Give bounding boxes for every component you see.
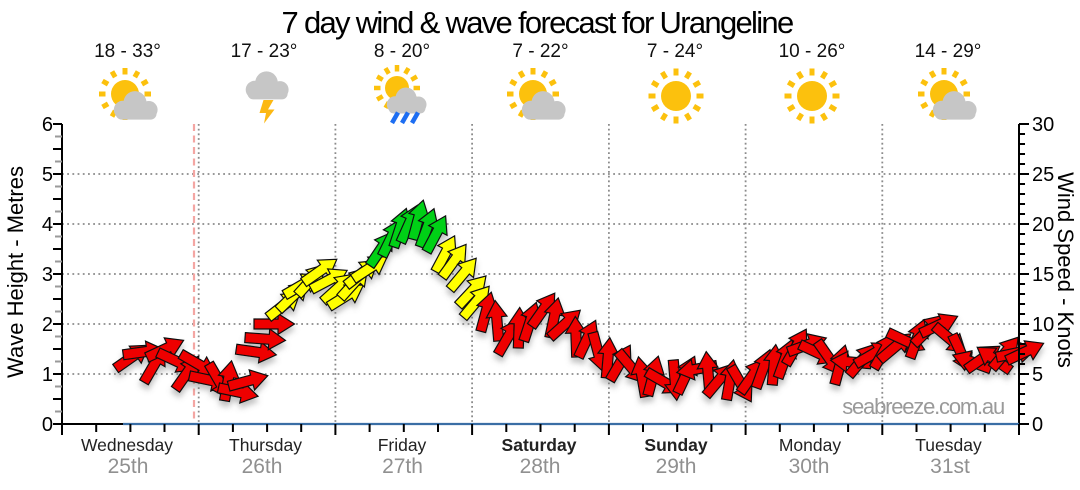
svg-text:Wave Height - Metres: Wave Height - Metres	[3, 166, 28, 378]
svg-text:17 - 23°: 17 - 23°	[231, 41, 298, 62]
svg-text:Sunday: Sunday	[644, 435, 707, 455]
svg-text:26th: 26th	[242, 455, 283, 478]
svg-text:10 - 26°: 10 - 26°	[779, 41, 846, 62]
svg-text:7 - 22°: 7 - 22°	[512, 41, 568, 62]
svg-text:14 - 29°: 14 - 29°	[915, 41, 982, 62]
svg-text:31st: 31st	[930, 455, 970, 478]
svg-text:30th: 30th	[789, 455, 830, 478]
svg-text:Wind Speed - Knots: Wind Speed - Knots	[1053, 172, 1078, 368]
svg-text:4: 4	[42, 214, 53, 236]
svg-text:seabreeze.com.au: seabreeze.com.au	[842, 394, 1004, 419]
svg-text:6: 6	[42, 114, 53, 136]
svg-text:25: 25	[1032, 164, 1054, 186]
svg-text:3: 3	[42, 264, 53, 286]
svg-text:0: 0	[1032, 414, 1043, 436]
svg-text:5: 5	[42, 164, 53, 186]
svg-text:29th: 29th	[656, 455, 697, 478]
svg-text:2: 2	[42, 314, 53, 336]
svg-text:0: 0	[42, 414, 53, 436]
svg-text:30: 30	[1032, 114, 1054, 136]
svg-text:7 day wind & wave forecast for: 7 day wind & wave forecast for Urangelin…	[282, 5, 793, 40]
svg-text:20: 20	[1032, 214, 1054, 236]
svg-text:18 - 33°: 18 - 33°	[94, 41, 161, 62]
svg-text:10: 10	[1032, 314, 1054, 336]
svg-text:25th: 25th	[108, 455, 149, 478]
svg-text:Saturday: Saturday	[502, 435, 577, 455]
svg-text:27th: 27th	[382, 455, 423, 478]
svg-text:Thursday: Thursday	[229, 435, 302, 455]
svg-text:28th: 28th	[520, 455, 561, 478]
svg-text:Monday: Monday	[779, 435, 842, 455]
svg-text:15: 15	[1032, 264, 1054, 286]
svg-text:5: 5	[1032, 364, 1043, 386]
svg-text:Wednesday: Wednesday	[81, 435, 173, 455]
svg-text:Tuesday: Tuesday	[915, 435, 982, 455]
svg-text:Friday: Friday	[378, 435, 427, 455]
svg-text:8 - 20°: 8 - 20°	[374, 41, 430, 62]
svg-text:1: 1	[42, 364, 53, 386]
svg-text:7 - 24°: 7 - 24°	[647, 41, 703, 62]
